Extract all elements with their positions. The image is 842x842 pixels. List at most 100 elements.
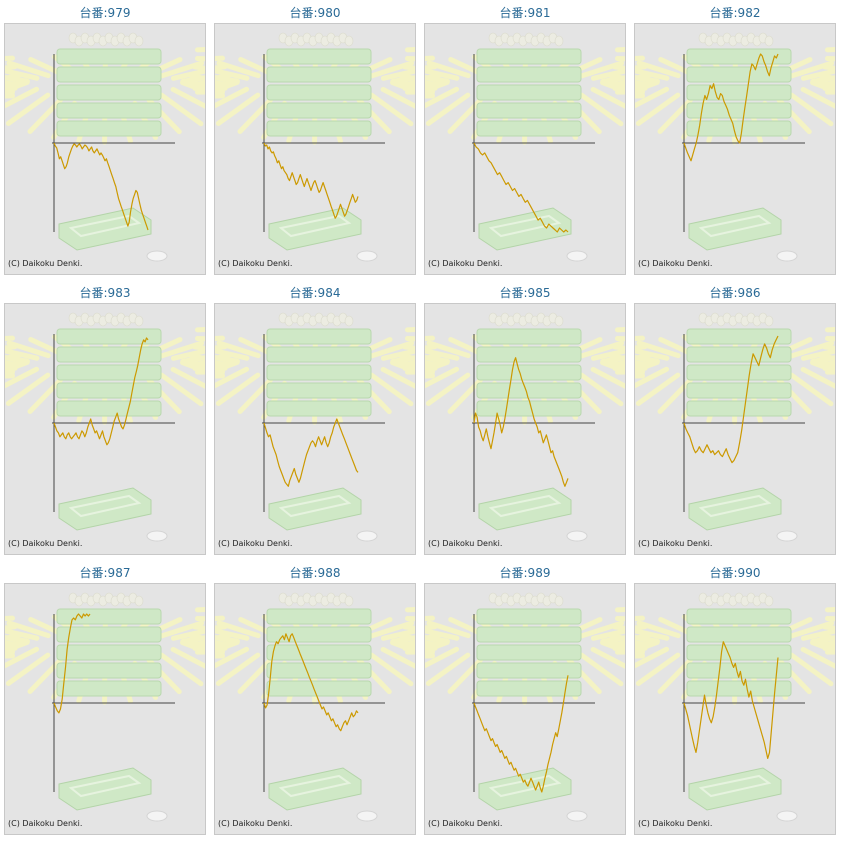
machine-tier <box>686 120 792 137</box>
ray <box>426 620 471 639</box>
chart-cell: 台番:983 (C) Daikoku Denki. <box>4 284 206 560</box>
chart-title[interactable]: 台番:988 <box>289 566 341 580</box>
tray-body <box>478 207 572 251</box>
coin-icon <box>566 530 588 542</box>
machine-tier <box>476 400 582 417</box>
line-chart <box>425 32 625 262</box>
ray <box>635 68 670 81</box>
ray <box>215 646 250 669</box>
tray-inner <box>68 494 142 518</box>
coin-icon <box>356 530 378 542</box>
ray <box>187 640 205 648</box>
chart-panel: (C) Daikoku Denki. <box>4 23 206 275</box>
ray <box>216 60 261 79</box>
ray <box>238 336 274 357</box>
ray <box>180 80 205 94</box>
ray <box>800 628 835 641</box>
machine-tier <box>476 346 582 363</box>
ray <box>215 355 240 364</box>
pachinko-background <box>5 312 205 542</box>
ray <box>194 55 205 62</box>
ray <box>817 360 835 368</box>
ray <box>5 640 23 648</box>
chart-title[interactable]: 台番:986 <box>709 286 761 300</box>
ray <box>5 92 51 126</box>
ray <box>425 93 435 99</box>
ray <box>380 68 415 81</box>
ball <box>134 315 144 327</box>
ray <box>426 60 471 79</box>
machine-tier <box>686 48 792 65</box>
ray <box>425 649 436 655</box>
chart-panel: (C) Daikoku Denki. <box>634 23 836 275</box>
ray <box>824 335 835 342</box>
machine-tier <box>266 382 372 399</box>
ray <box>5 75 30 84</box>
chart-title[interactable]: 台番:985 <box>499 286 551 300</box>
ray <box>448 616 484 637</box>
ray <box>195 326 205 333</box>
chart-title[interactable]: 台番:983 <box>79 286 131 300</box>
ray <box>800 86 835 109</box>
chart-title[interactable]: 台番:989 <box>499 566 551 580</box>
chart-title[interactable]: 台番:987 <box>79 566 131 580</box>
ray <box>425 89 436 95</box>
ray <box>27 377 64 414</box>
ray <box>658 616 694 637</box>
ray <box>607 632 625 642</box>
ray <box>5 652 51 686</box>
chart-title[interactable]: 台番:979 <box>79 6 131 20</box>
ball <box>764 595 774 607</box>
chart-title[interactable]: 台番:981 <box>499 6 551 20</box>
ray <box>170 366 205 389</box>
chart-panel: (C) Daikoku Denki. <box>424 583 626 835</box>
ray <box>607 360 625 368</box>
tray-inner <box>698 774 772 798</box>
ball-tray-icon <box>268 207 362 251</box>
copyright-text: (C) Daikoku Denki. <box>638 259 713 268</box>
ray <box>425 366 460 389</box>
ray <box>380 348 415 361</box>
ray <box>5 355 30 364</box>
ray <box>635 373 645 379</box>
ball-pile <box>698 312 774 327</box>
ray <box>635 366 670 389</box>
pachinko-machine-icon <box>476 608 582 697</box>
ray <box>405 326 415 333</box>
ray <box>425 653 435 659</box>
ray <box>635 649 646 655</box>
chart-title[interactable]: 台番:984 <box>289 286 341 300</box>
ray <box>825 46 835 53</box>
machine-tier <box>56 382 162 399</box>
chart-title[interactable]: 台番:982 <box>709 6 761 20</box>
ray <box>635 80 653 88</box>
copyright-text: (C) Daikoku Denki. <box>428 819 503 828</box>
series-line <box>53 613 91 714</box>
ray <box>635 653 645 659</box>
machine-tier <box>686 382 792 399</box>
ray <box>390 80 415 94</box>
chart-cell: 台番:979 (C) Daikoku Denki. <box>4 4 206 280</box>
machine-tier <box>56 48 162 65</box>
ray <box>635 646 670 669</box>
ball <box>764 315 774 327</box>
chart-title[interactable]: 台番:990 <box>709 566 761 580</box>
tray-inner <box>68 774 142 798</box>
ray <box>607 80 625 88</box>
pachinko-background <box>425 32 625 262</box>
machine-tier <box>56 328 162 345</box>
chart-title[interactable]: 台番:980 <box>289 6 341 20</box>
ray <box>369 92 414 127</box>
chart-cell: 台番:980 (C) Daikoku Denki. <box>214 4 416 280</box>
chart-panel: (C) Daikoku Denki. <box>214 583 416 835</box>
series-line <box>53 142 149 231</box>
ray <box>180 355 205 364</box>
ray <box>800 68 835 81</box>
machine-tier <box>476 608 582 625</box>
machine-tier <box>266 400 372 417</box>
chart-panel: (C) Daikoku Denki. <box>634 303 836 555</box>
ray <box>187 632 205 642</box>
ray <box>447 377 484 414</box>
ball <box>134 35 144 47</box>
ray <box>390 75 415 84</box>
